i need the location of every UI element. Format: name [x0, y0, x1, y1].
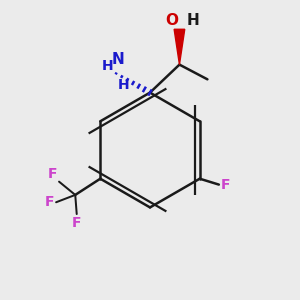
Text: H: H [102, 58, 114, 73]
Text: N: N [111, 52, 124, 67]
Text: F: F [220, 178, 230, 192]
Text: F: F [72, 215, 82, 230]
Text: H: H [187, 13, 200, 28]
Text: H: H [118, 78, 129, 92]
Text: F: F [45, 195, 55, 209]
Text: F: F [48, 167, 58, 181]
Text: O: O [165, 13, 178, 28]
Polygon shape [174, 29, 185, 64]
